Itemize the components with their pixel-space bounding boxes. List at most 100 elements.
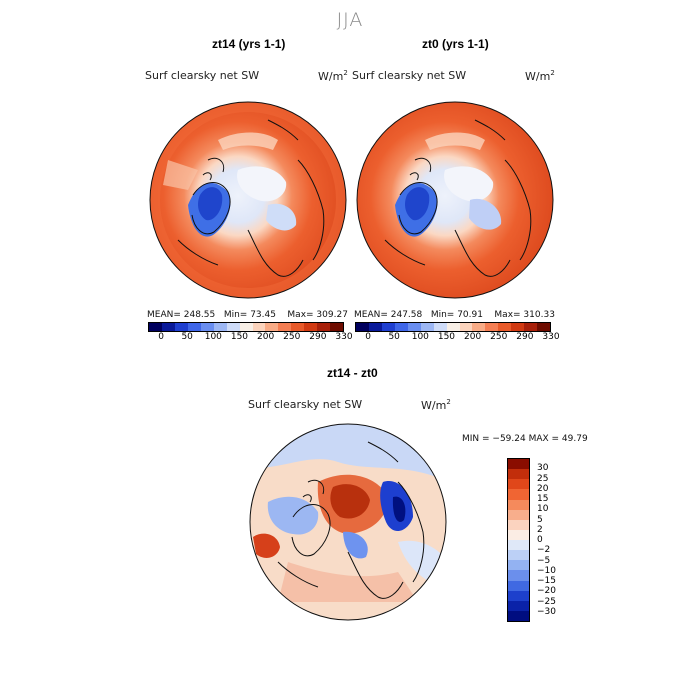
colorbar-swatch	[508, 610, 529, 621]
stat-max: Max= 310.33	[494, 310, 555, 320]
colorbar-tick-label: 290	[516, 332, 534, 342]
colorbar-swatch	[330, 323, 344, 331]
diff-minmax: MIN = −59.24 MAX = 49.79	[462, 434, 588, 444]
colorbar-swatch	[508, 600, 529, 611]
colorbar-swatch	[265, 323, 279, 331]
panel-stats-zt0: MEAN= 247.58 Min= 70.91 Max= 310.33	[354, 310, 555, 320]
colorbar-tick-label: 150	[230, 332, 249, 342]
colorbar-swatch	[485, 323, 499, 331]
colorbar-swatch	[187, 323, 201, 331]
colorbar-swatch	[407, 323, 421, 331]
colorbar-tick-label: 10	[537, 504, 549, 515]
colorbar-swatches	[355, 322, 551, 332]
panel-variable-label-zt14: Surf clearsky net SW	[145, 69, 260, 82]
colorbar-difference-ticks: 30 25 20 15 10 5 2 0 −2 −5 −10 −15 −20 −25 −30	[537, 458, 577, 622]
colorbar-swatch	[291, 323, 305, 331]
colorbar-tick-label: −10	[537, 565, 556, 576]
colorbar-swatch	[508, 519, 529, 530]
colorbar-swatch	[278, 323, 292, 331]
stat-mean: MEAN= 247.58	[354, 310, 423, 320]
diff-variable-label: Surf clearsky net SW	[248, 398, 363, 411]
polar-map-zt14	[149, 101, 347, 299]
colorbar-swatch	[213, 323, 227, 331]
stat-mean: MEAN= 248.55	[147, 310, 216, 320]
colorbar-swatch	[472, 323, 486, 331]
colorbar-tick-label: 250	[283, 332, 301, 342]
colorbar-swatch	[508, 499, 529, 510]
colorbar-tick-label: −30	[537, 606, 556, 617]
colorbar-ticks: 0 50 100 150 200 250 290 330	[148, 332, 352, 344]
colorbar-ticks: 0 50 100 150 200 250 290 330	[355, 332, 559, 344]
colorbar-tick-label: 0	[365, 332, 371, 342]
colorbar-swatch	[174, 323, 188, 331]
colorbar-swatch	[508, 580, 529, 591]
colorbar-swatch	[368, 323, 382, 331]
colorbar-swatch	[508, 509, 529, 520]
colorbar-swatch	[356, 323, 369, 331]
colorbar-swatch	[508, 560, 529, 571]
colorbar-swatch	[304, 323, 318, 331]
colorbar-swatch	[317, 323, 331, 331]
colorbar-tick-label: 15	[537, 494, 549, 504]
colorbar-swatch	[252, 323, 266, 331]
colorbar-tick-label: 30	[537, 463, 549, 474]
colorbar-swatch	[511, 323, 525, 331]
panel-units-zt0: W/m2	[525, 69, 555, 83]
colorbar-tick-label: 150	[437, 332, 456, 342]
colorbar-tick-label: 50	[181, 332, 193, 342]
colorbar-swatch	[226, 323, 240, 331]
colorbar-swatch	[508, 529, 529, 540]
colorbar-swatch	[420, 323, 434, 331]
colorbar-swatch	[200, 323, 214, 331]
colorbar-swatch	[149, 323, 162, 331]
colorbar-tick-label: 5	[537, 514, 543, 525]
colorbar-tick-label: 100	[204, 332, 222, 342]
panel-units-zt14: W/m2	[318, 69, 348, 83]
colorbar-swatches	[148, 322, 344, 332]
colorbar-tick-label: 250	[490, 332, 508, 342]
panel-variable-label-zt0: Surf clearsky net SW	[352, 69, 467, 82]
colorbar-swatch	[508, 590, 529, 601]
colorbar-swatch	[524, 323, 538, 331]
diff-panel-title: zt14 - zt0	[327, 366, 378, 380]
colorbar-tick-label: 50	[388, 332, 400, 342]
colorbar-tick-label: 200	[464, 332, 482, 342]
stat-min: Min= 73.45	[223, 310, 276, 320]
colorbar-tick-label: 0	[537, 535, 543, 545]
colorbar-swatch	[433, 323, 447, 331]
stat-max: Max= 309.27	[287, 310, 348, 320]
colorbar-swatch	[239, 323, 253, 331]
colorbar-tick-label: −2	[537, 545, 551, 556]
colorbar-tick-label: −25	[537, 596, 556, 607]
figure-title: JJA	[336, 9, 364, 31]
colorbar-tick-label: −15	[537, 576, 556, 586]
colorbar-tick-label: −20	[537, 586, 556, 597]
polar-map-difference	[249, 423, 447, 621]
colorbar-tick-label: 200	[257, 332, 275, 342]
colorbar-swatch	[508, 540, 529, 551]
colorbar-tick-label: 100	[411, 332, 429, 342]
colorbar-swatch	[394, 323, 408, 331]
colorbar-tick-label: 20	[537, 483, 549, 494]
colorbar-swatch	[508, 459, 529, 470]
colorbar-tick-label: 330	[542, 332, 560, 342]
colorbar-swatch	[508, 469, 529, 480]
colorbar-swatch	[381, 323, 395, 331]
colorbar-swatch	[537, 323, 551, 331]
colorbar-tick-label: −5	[537, 555, 551, 566]
panel-stats-zt14: MEAN= 248.55 Min= 73.45 Max= 309.27	[147, 310, 348, 320]
colorbar-swatch	[498, 323, 512, 331]
colorbar-swatch	[161, 323, 175, 331]
colorbar-swatch	[446, 323, 460, 331]
colorbar-swatch	[459, 323, 473, 331]
panel-title-zt14: zt14 (yrs 1-1)	[212, 37, 286, 51]
colorbar-tick-label: 290	[309, 332, 327, 342]
colorbar-difference	[507, 458, 530, 622]
colorbar-swatch	[508, 570, 529, 581]
colorbar-tick-label: 0	[158, 332, 164, 342]
colorbar-tick-label: 330	[335, 332, 353, 342]
colorbar-swatch	[508, 479, 529, 490]
diff-units: W/m2	[421, 398, 451, 412]
colorbar-tick-label: 25	[537, 473, 549, 484]
colorbar-swatch	[508, 489, 529, 500]
